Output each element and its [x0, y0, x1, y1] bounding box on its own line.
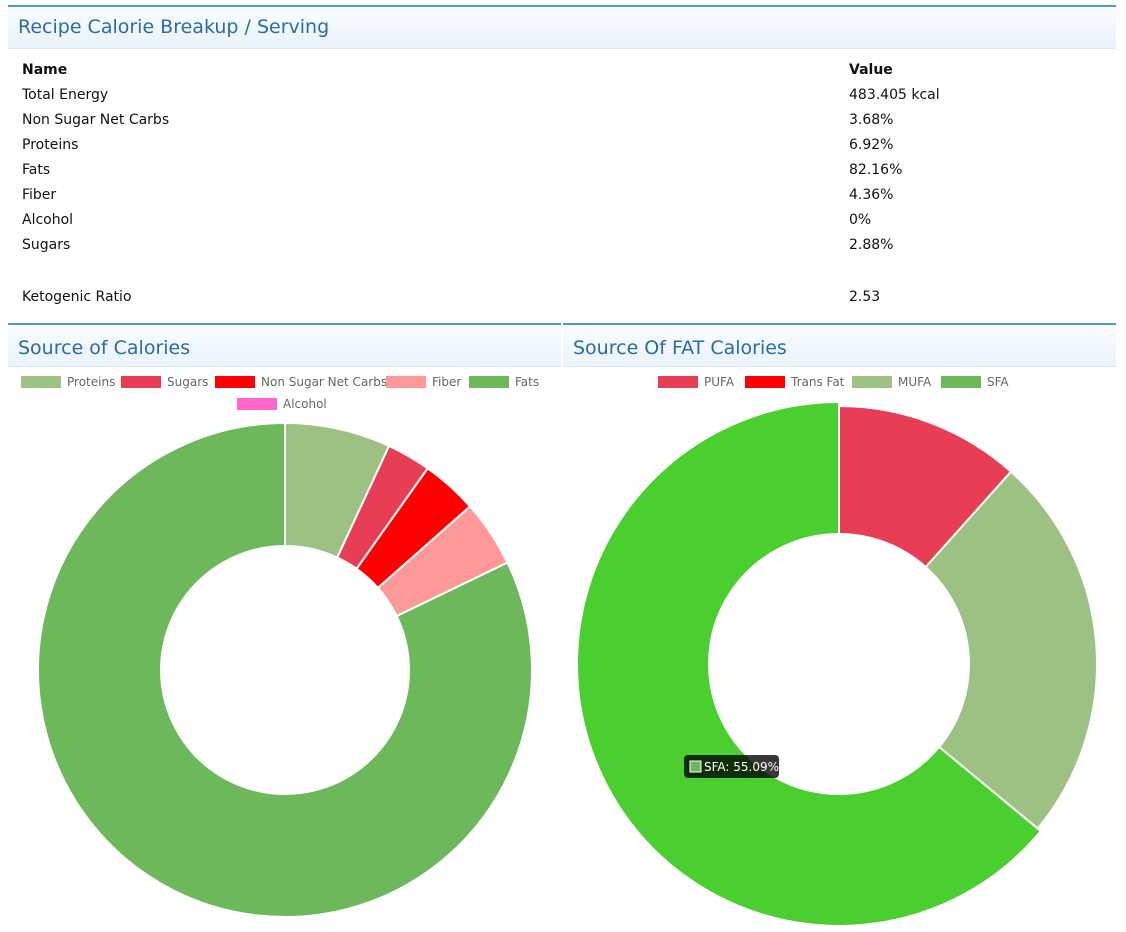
table-row: Non Sugar Net Carbs 3.68%: [22, 112, 1112, 132]
ketogenic-label: Ketogenic Ratio: [22, 289, 132, 305]
row-name: Fats: [22, 162, 51, 178]
fat-panel-title: Source Of FAT Calories: [573, 337, 787, 359]
row-value: 483.405 kcal: [849, 87, 940, 103]
slice-pufa[interactable]: [838, 404, 1013, 569]
legend-swatch-sugars: [121, 376, 161, 388]
legend-label-sugars[interactable]: Sugars: [167, 375, 208, 389]
row-name: Sugars: [22, 237, 71, 253]
breakup-panel-header: Recipe Calorie Breakup / Serving: [8, 5, 1116, 49]
calories-panel-header: Source of Calories: [8, 323, 561, 367]
row-name: Total Energy: [22, 87, 109, 103]
row-value: 6.92%: [849, 137, 894, 153]
legend-swatch-trans-fat: [745, 376, 785, 388]
legend-swatch-sfa: [941, 376, 981, 388]
table-row: Alcohol 0%: [22, 212, 1112, 232]
row-value: 0%: [849, 212, 872, 228]
table-row: Proteins 6.92%: [22, 137, 1112, 157]
legend-label-fiber[interactable]: Fiber: [432, 375, 461, 389]
legend-label-pufa[interactable]: PUFA: [704, 375, 735, 389]
legend-label-alcohol[interactable]: Alcohol: [283, 397, 327, 411]
table-header-row: Name Value: [22, 62, 1112, 82]
ketogenic-value: 2.53: [849, 289, 881, 305]
fat-panel-header: Source Of FAT Calories: [563, 323, 1116, 367]
legend-label-sfa[interactable]: SFA: [987, 375, 1009, 389]
calories-panel-title: Source of Calories: [18, 337, 191, 359]
legend-swatch-mufa: [852, 376, 892, 388]
legend-label-non-sugar-net-carbs[interactable]: Non Sugar Net Carbs: [261, 375, 387, 389]
legend-swatch-fiber: [386, 376, 426, 388]
legend-swatch-proteins: [21, 376, 61, 388]
row-name: Fiber: [22, 187, 57, 203]
row-name: Alcohol: [22, 212, 74, 228]
sfa-tooltip: SFA: 55.09%: [684, 755, 779, 778]
breakup-title: Recipe Calorie Breakup / Serving: [18, 16, 330, 38]
slice-mufa[interactable]: [924, 470, 1098, 830]
table-row: Fiber 4.36%: [22, 187, 1112, 207]
row-value: 82.16%: [849, 162, 903, 178]
table-row: Total Energy 483.405 kcal: [22, 87, 1112, 107]
legend-swatch-non-sugar-net-carbs: [215, 376, 255, 388]
legend-swatch-pufa: [658, 376, 698, 388]
legend-label-mufa[interactable]: MUFA: [898, 375, 932, 389]
tooltip-box: [684, 755, 779, 778]
legend-swatch-fats: [469, 376, 509, 388]
row-name: Proteins: [22, 137, 79, 153]
col-value-header: Value: [849, 62, 893, 78]
legend-label-trans-fat[interactable]: Trans Fat: [790, 375, 845, 389]
row-value: 2.88%: [849, 237, 894, 253]
legend-label-proteins[interactable]: Proteins: [67, 375, 115, 389]
col-name-header: Name: [22, 62, 68, 78]
tooltip-text: SFA: 55.09%: [704, 760, 779, 774]
row-name: Non Sugar Net Carbs: [22, 112, 170, 128]
row-value: 4.36%: [849, 187, 894, 203]
slice-fats[interactable]: [37, 421, 533, 918]
row-value: 3.68%: [849, 112, 894, 128]
tooltip-swatch: [689, 760, 702, 773]
ketogenic-row: Ketogenic Ratio 2.53: [22, 289, 1112, 309]
legend-label-fats[interactable]: Fats: [515, 375, 539, 389]
table-row: Fats 82.16%: [22, 162, 1112, 182]
table-row: Sugars 2.88%: [22, 237, 1112, 257]
legend-swatch-alcohol: [237, 398, 277, 410]
